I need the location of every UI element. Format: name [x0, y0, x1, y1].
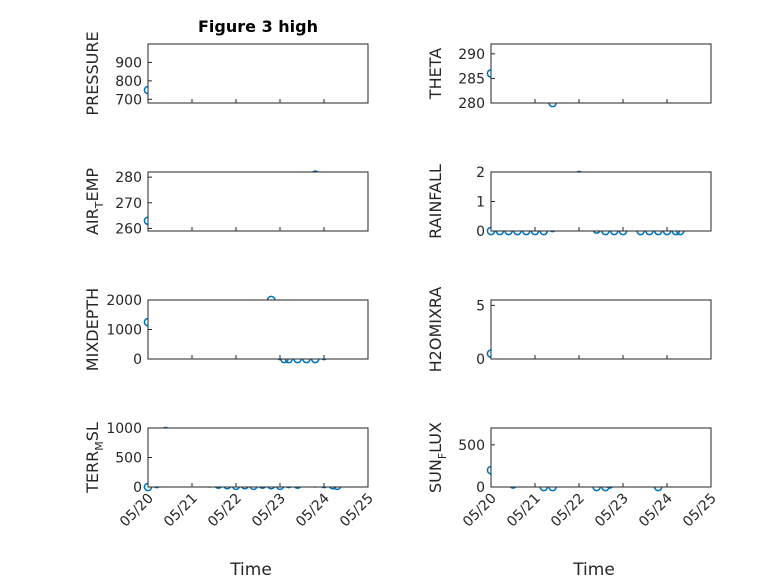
y-axis-label: MIXDEPTH [83, 288, 102, 371]
y-axis-label: PRESSURE [83, 31, 102, 115]
y-tick-label: 280 [458, 96, 485, 112]
y-tick-label: 5 [476, 298, 485, 314]
y-axis-label: H2OMIXRA [426, 287, 445, 373]
y-axis-label: RAINFALL [426, 164, 445, 239]
y-tick-label: 1 [476, 195, 485, 211]
y-tick-label: 900 [115, 55, 142, 71]
subplot-4: 0 1 2 RAINFALL [426, 164, 712, 240]
y-tick-label: 700 [115, 92, 142, 108]
axes-frame [147, 171, 369, 232]
y-tick-label: 280 [115, 170, 142, 186]
y-tick-label: 2000 [106, 293, 142, 309]
y-tick-label: 260 [115, 221, 142, 237]
y-tick-label: 0 [133, 352, 142, 368]
axes-frame [147, 427, 369, 488]
y-tick-label: 0 [133, 480, 142, 496]
y-axis-label: SUNFLUX [426, 422, 449, 493]
y-tick-label: 0 [476, 224, 485, 240]
subplot-1: 700 800 900 PRESSURE Figure 3 high [83, 17, 369, 116]
y-tick-label: 290 [458, 47, 485, 63]
subplot-6: 0 5 H2OMIXRA [426, 287, 712, 373]
y-tick-label: 500 [115, 451, 142, 467]
axes-frame [147, 43, 369, 104]
y-axis-label: THETA [426, 48, 445, 100]
y-tick-label: 800 [115, 74, 142, 90]
subplot-2: 280 285 290 THETA [426, 43, 712, 112]
y-tick-label: 0 [476, 480, 485, 496]
y-tick-label: 2 [476, 165, 485, 181]
subplot-3: 260 270 280 AIRTEMP [83, 168, 369, 237]
axes-frame [490, 427, 712, 488]
chart-title: Figure 3 high [198, 17, 318, 36]
y-axis-label: TERRMSL [83, 422, 106, 494]
axes-frame [490, 299, 712, 360]
axes-frame [490, 171, 712, 232]
y-tick-label: 1000 [106, 323, 142, 339]
y-tick-label: 285 [458, 71, 485, 87]
y-tick-label: 500 [458, 438, 485, 454]
x-axis-label-left: Time [229, 560, 272, 580]
y-tick-label: 1000 [106, 421, 142, 437]
y-axis-label: AIRTEMP [83, 168, 106, 235]
axes-frame [490, 43, 712, 104]
y-tick-label: 0 [476, 352, 485, 368]
axes-frame [147, 299, 369, 360]
y-tick-label: 270 [115, 196, 142, 212]
x-axis-label-right: Time [572, 560, 615, 580]
